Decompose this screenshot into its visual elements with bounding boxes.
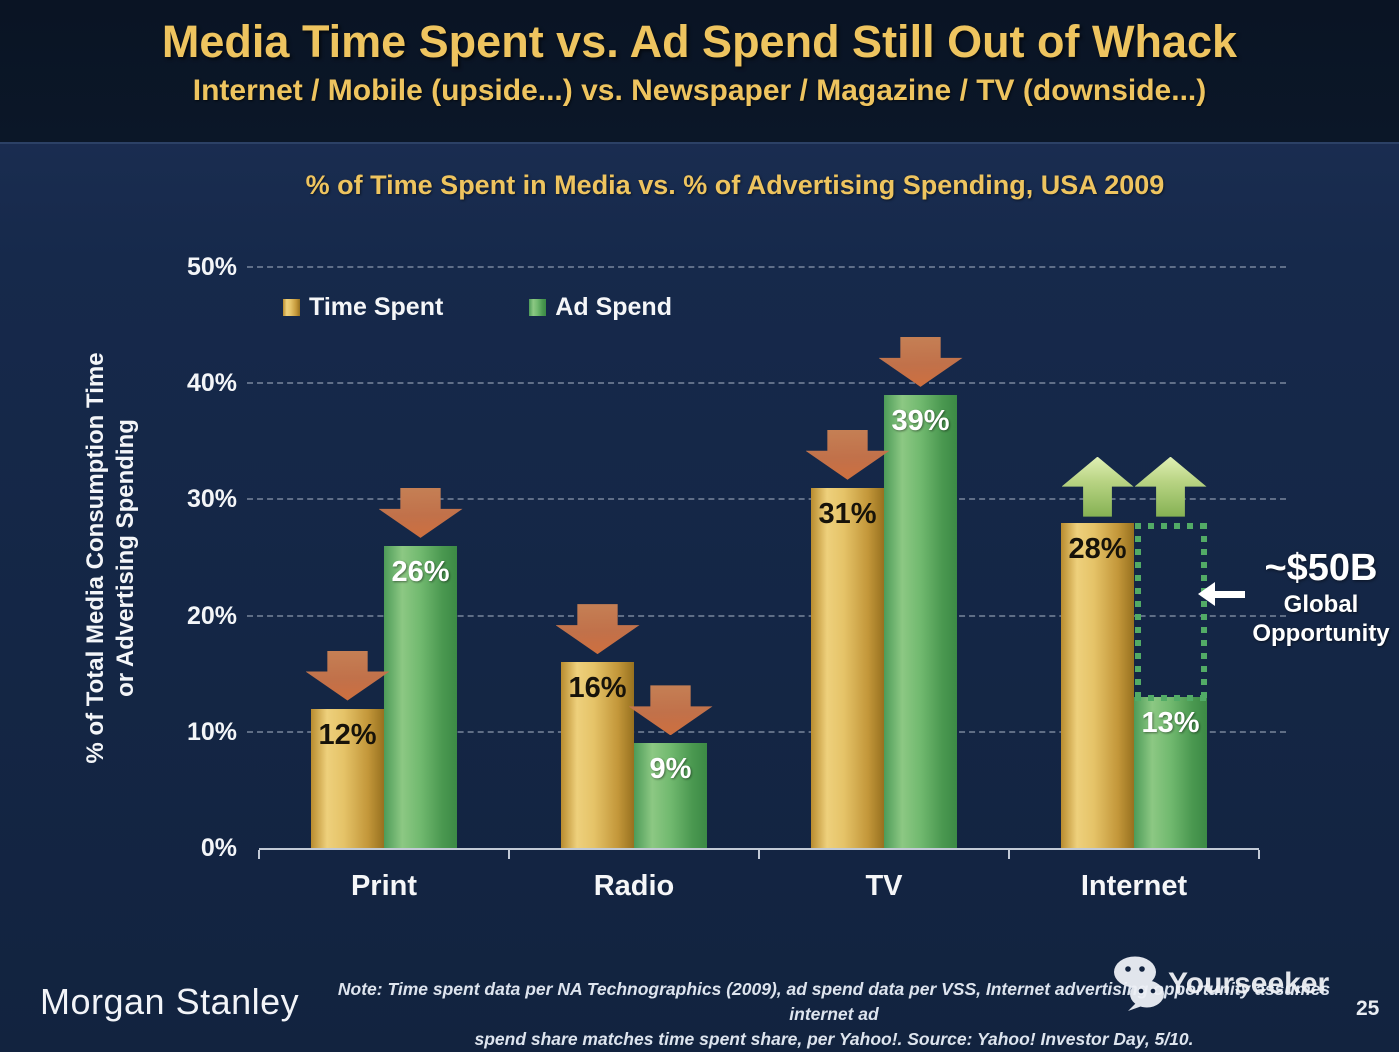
x-axis-tick xyxy=(758,850,760,859)
opportunity-dotted-box xyxy=(1135,522,1207,701)
dotted-box-edge xyxy=(1135,522,1141,701)
slide-subtitle: Internet / Mobile (upside...) vs. Newspa… xyxy=(192,74,1207,107)
gridline-10 xyxy=(247,730,1286,733)
legend-item-ad-spend: Ad Spend xyxy=(529,293,672,322)
bar-ad-spend-tv xyxy=(884,394,957,848)
y-tick-label-0: 0% xyxy=(200,834,237,862)
legend-swatch-green-icon xyxy=(529,299,547,316)
source-note: Note: Time spent data per NA Technograph… xyxy=(312,977,1356,1052)
source-note-line1: Note: Time spent data per NA Technograph… xyxy=(337,979,1331,1024)
gridline-50 xyxy=(247,266,1286,268)
dotted-box-edge xyxy=(1135,522,1207,529)
annotation-left-arrow-icon xyxy=(1198,582,1245,606)
bar-ad-spend-print xyxy=(384,545,457,848)
annotation-label-line1: Global xyxy=(1283,591,1359,618)
category-label-radio: Radio xyxy=(593,870,675,902)
bar-value-label-radio-time-spent: 16% xyxy=(568,672,627,705)
y-tick-label-30: 30% xyxy=(186,485,237,514)
y-axis-title-line1: % of Total Media Consumption Time xyxy=(82,352,109,764)
morgan-stanley-logo: Morgan Stanley xyxy=(40,981,300,1022)
bar-time-spent-radio xyxy=(561,662,634,848)
y-axis-title: % of Total Media Consumption Time or Adv… xyxy=(81,318,141,798)
bar-value-label-tv-time-spent: 31% xyxy=(818,497,877,530)
y-tick-label-10: 10% xyxy=(186,717,237,746)
trend-down-arrow-icon xyxy=(878,336,963,387)
gridline-20 xyxy=(247,614,1286,617)
x-axis-tick xyxy=(1258,850,1260,859)
category-label-tv: TV xyxy=(865,870,903,902)
trend-up-arrow-icon xyxy=(1134,456,1207,517)
y-axis-title-line2: or Advertising Spending xyxy=(112,419,139,697)
legend-swatch-gold-icon xyxy=(283,299,300,316)
chart-legend: Time Spent Ad Spend xyxy=(283,293,672,322)
arrow-shaft xyxy=(1215,590,1245,598)
trend-down-arrow-icon xyxy=(805,429,890,480)
trend-down-arrow-icon xyxy=(305,650,390,701)
page-number: 25 xyxy=(1356,997,1380,1020)
legend-label: Time Spent xyxy=(309,293,444,321)
annotation-label-line2: Opportunity xyxy=(1252,620,1390,647)
x-axis-line xyxy=(259,848,1259,850)
bar-ad-spend-radio xyxy=(634,743,707,848)
bar-value-label-internet-ad-spend: 13% xyxy=(1141,706,1200,739)
trend-down-arrow-icon xyxy=(378,487,463,538)
x-axis-tick xyxy=(508,850,510,859)
bar-time-spent-print xyxy=(311,708,384,848)
annotation-value: ~$50B xyxy=(1264,547,1378,589)
wechat-icon xyxy=(1114,956,1164,1011)
gridline-30 xyxy=(247,498,1286,501)
trend-up-arrow-icon xyxy=(1061,456,1134,517)
bar-ad-spend-internet xyxy=(1134,696,1207,848)
trend-down-arrow-icon xyxy=(628,685,713,736)
bar-value-label-internet-time-spent: 28% xyxy=(1068,532,1127,565)
opportunity-annotation: ~$50B Global Opportunity xyxy=(1246,546,1396,648)
dotted-box-edge xyxy=(1201,522,1207,701)
watermark: Yourseeker xyxy=(1112,956,1329,1012)
category-label-print: Print xyxy=(350,870,418,902)
bar-time-spent-tv xyxy=(811,487,884,848)
category-label-internet: Internet xyxy=(1080,870,1188,902)
bar-value-label-print-time-spent: 12% xyxy=(318,718,377,751)
arrow-head xyxy=(1198,582,1215,606)
watermark-text: Yourseeker xyxy=(1168,967,1330,1000)
source-note-line2: spend share matches time spent share, pe… xyxy=(474,1029,1194,1049)
chart-title: % of Time Spent in Media vs. % of Advert… xyxy=(305,170,1165,200)
bar-value-label-print-ad-spend: 26% xyxy=(391,555,450,588)
slide-title: Media Time Spent vs. Ad Spend Still Out … xyxy=(161,16,1238,67)
y-tick-label-20: 20% xyxy=(186,601,237,630)
bar-value-label-radio-ad-spend: 9% xyxy=(649,753,692,786)
legend-label: Ad Spend xyxy=(555,293,672,321)
trend-down-arrow-icon xyxy=(555,604,640,655)
x-axis-tick xyxy=(258,850,260,859)
legend-item-time-spent: Time Spent xyxy=(283,293,443,322)
bar-time-spent-internet xyxy=(1061,522,1134,848)
x-axis-tick xyxy=(1008,850,1010,859)
bar-value-label-tv-ad-spend: 39% xyxy=(891,404,950,437)
slide-header: Media Time Spent vs. Ad Spend Still Out … xyxy=(0,0,1399,144)
gridline-40 xyxy=(247,382,1286,385)
y-tick-label-50: 50% xyxy=(186,253,237,281)
y-tick-label-40: 40% xyxy=(186,369,237,398)
dotted-box-edge xyxy=(1135,694,1207,701)
